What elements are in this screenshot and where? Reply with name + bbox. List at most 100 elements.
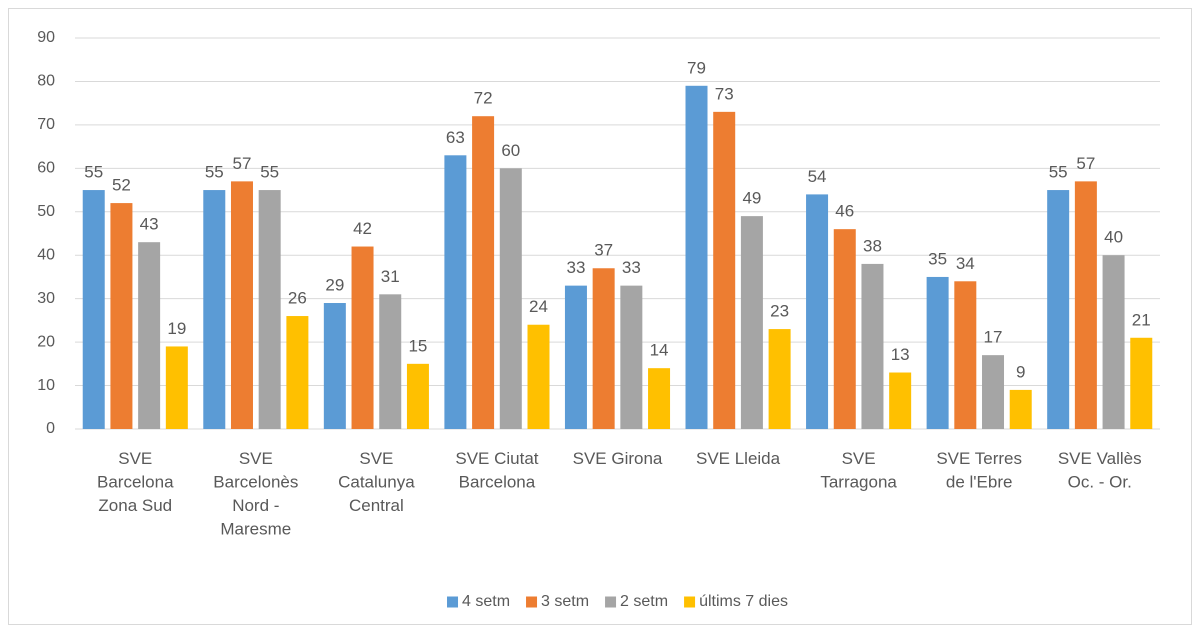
bar [861, 263, 884, 429]
bar [203, 190, 226, 429]
value-label: 15 [408, 336, 427, 355]
bar [379, 294, 402, 429]
x-tick-label: SVE Terres de l'Ebre [936, 449, 1022, 492]
x-tick-label: SVE Catalunya Central [338, 449, 415, 515]
x-tick-label: SVE Girona [573, 449, 663, 468]
bar [982, 355, 1005, 429]
value-label: 35 [928, 249, 947, 268]
bar [1047, 190, 1070, 429]
value-label: 79 [687, 58, 706, 77]
legend-label: 3 setm [541, 593, 589, 610]
value-label: 63 [446, 128, 465, 147]
value-label: 46 [835, 202, 854, 221]
legend-swatch [447, 596, 459, 608]
bar [685, 85, 708, 430]
bar [833, 229, 856, 429]
bar [472, 116, 495, 429]
value-label: 52 [112, 176, 131, 195]
value-label: 72 [474, 89, 493, 108]
legend-label: 4 setm [462, 593, 510, 610]
value-label: 34 [956, 254, 975, 273]
value-label: 55 [205, 163, 224, 182]
value-label: 14 [650, 341, 669, 360]
bar [954, 281, 977, 429]
legend-label: 2 setm [620, 593, 668, 610]
value-label: 73 [715, 84, 734, 103]
value-label: 43 [140, 215, 159, 234]
bar [499, 168, 522, 430]
value-label: 21 [1132, 310, 1151, 329]
value-label: 55 [84, 163, 103, 182]
value-label: 31 [381, 267, 400, 286]
bar [768, 329, 791, 429]
bar [889, 372, 912, 429]
bar [527, 324, 550, 429]
value-label: 33 [566, 258, 585, 277]
bar [926, 276, 949, 429]
y-tick-label: 90 [37, 29, 55, 46]
x-tick-label: SVE Ciutat Barcelona [455, 449, 538, 492]
bar [1102, 255, 1125, 429]
value-label: 40 [1104, 228, 1123, 247]
value-label: 19 [167, 319, 186, 338]
legend-swatch [526, 596, 538, 608]
legend-swatch [684, 596, 696, 608]
value-label: 38 [863, 236, 882, 255]
bar [110, 203, 133, 429]
bar [406, 363, 429, 429]
value-label: 49 [742, 189, 761, 208]
bar [1074, 181, 1097, 429]
value-label: 24 [529, 297, 548, 316]
x-tick-label: SVE Lleida [696, 449, 781, 468]
value-label: 26 [288, 289, 307, 308]
bar [230, 181, 253, 429]
bar [165, 346, 188, 429]
value-label: 13 [891, 345, 910, 364]
bar [620, 285, 643, 429]
value-label: 54 [808, 167, 827, 186]
value-label: 29 [325, 275, 344, 294]
value-label: 9 [1016, 362, 1025, 381]
legend-swatch [605, 596, 617, 608]
bar [138, 242, 161, 429]
bar [648, 368, 671, 429]
y-tick-label: 20 [37, 333, 55, 350]
bar [1009, 389, 1032, 429]
value-label: 60 [501, 141, 520, 160]
y-tick-label: 70 [37, 116, 55, 133]
value-label: 42 [353, 219, 372, 238]
value-label: 33 [622, 258, 641, 277]
bar [564, 285, 587, 429]
bar [444, 155, 467, 430]
y-tick-label: 0 [46, 420, 55, 437]
bar [258, 190, 281, 429]
value-label: 57 [1076, 154, 1095, 173]
x-tick-label: SVE Barcelonès Nord -Maresme [213, 449, 298, 539]
value-label: 23 [770, 302, 789, 321]
value-label: 37 [594, 241, 613, 260]
bar [1130, 337, 1153, 429]
bar [740, 216, 763, 429]
x-tick-label: SVE Tarragona [820, 449, 897, 492]
bar [351, 246, 374, 429]
y-tick-label: 30 [37, 290, 55, 307]
value-label: 57 [233, 154, 252, 173]
legend-label: últims 7 dies [699, 593, 788, 610]
bar [806, 194, 829, 429]
y-tick-label: 40 [37, 246, 55, 263]
y-tick-label: 10 [37, 377, 55, 394]
x-tick-label: SVE Vallès Oc. - Or. [1058, 449, 1142, 492]
bar [592, 268, 615, 429]
y-tick-label: 60 [37, 160, 55, 177]
y-tick-label: 80 [37, 73, 55, 90]
bar [713, 111, 736, 429]
value-label: 55 [1049, 163, 1068, 182]
bar [323, 303, 346, 429]
bar [82, 190, 105, 429]
value-label: 17 [984, 328, 1003, 347]
value-label: 55 [260, 163, 279, 182]
bar [286, 316, 309, 429]
x-tick-label: SVE Barcelona Zona Sud [97, 449, 174, 515]
y-tick-label: 50 [37, 203, 55, 220]
